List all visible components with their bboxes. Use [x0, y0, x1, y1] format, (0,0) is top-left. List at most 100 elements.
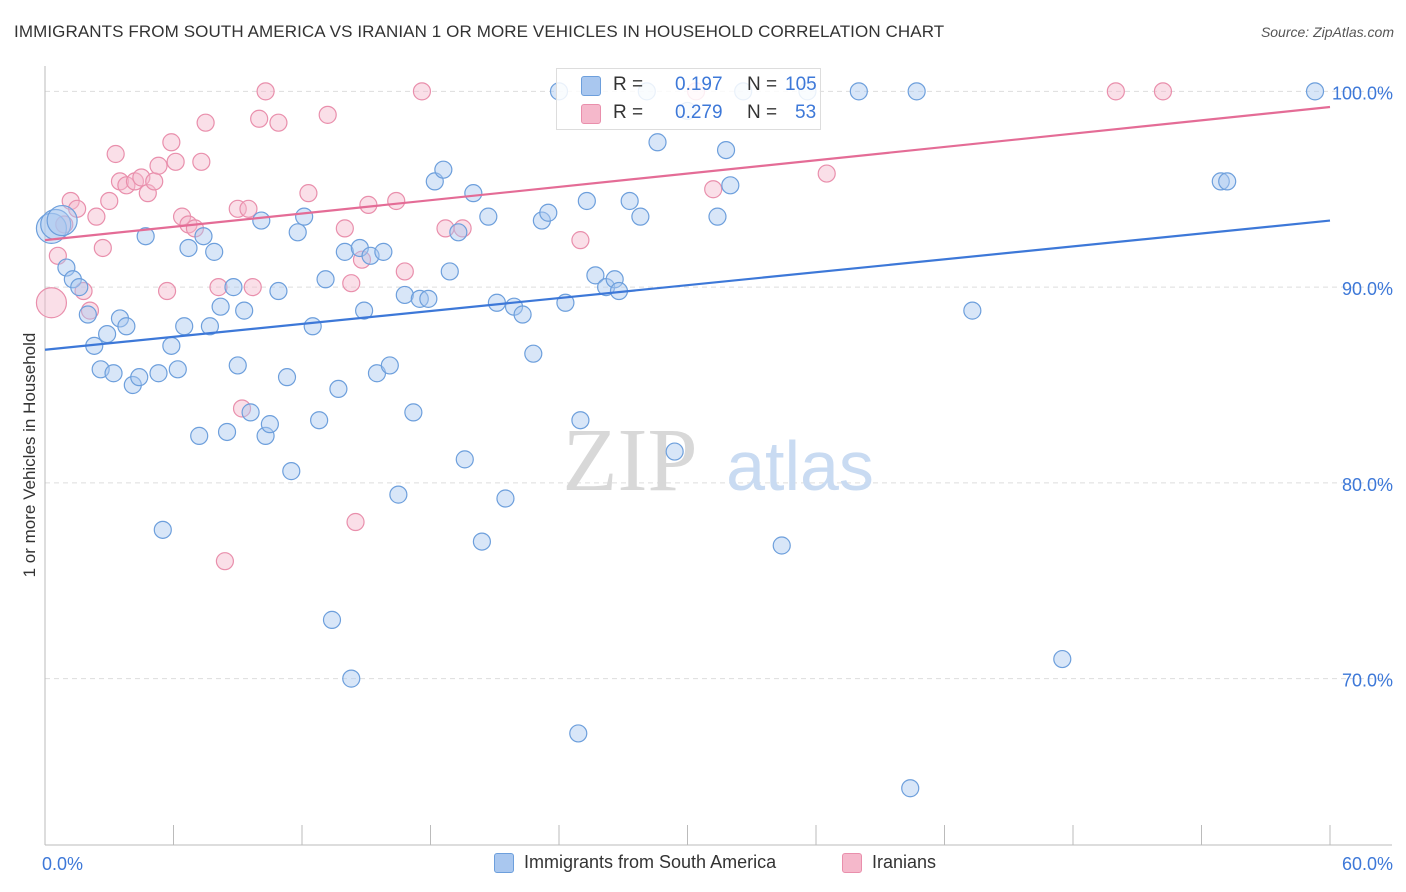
data-point	[434, 160, 453, 179]
trend-lines	[44, 105, 1331, 351]
data-point	[310, 411, 329, 430]
data-point	[395, 262, 414, 281]
data-point	[241, 403, 260, 422]
n-label: N =	[747, 74, 778, 95]
data-point	[104, 364, 123, 383]
data-point	[277, 368, 297, 387]
data-point	[1153, 82, 1173, 101]
series-swatch	[581, 76, 601, 96]
y-axis-label: 1 or more Vehicles in Household	[20, 332, 39, 578]
data-point	[704, 180, 723, 199]
data-point	[149, 156, 168, 175]
r-label: R =	[613, 102, 644, 123]
legend-item-south-america: Immigrants from South America	[494, 852, 776, 873]
data-point	[316, 270, 335, 289]
data-point	[145, 172, 164, 191]
data-point	[130, 368, 149, 387]
n-value: 105	[785, 74, 817, 95]
data-point	[149, 364, 168, 383]
data-point	[419, 289, 438, 308]
data-point	[342, 669, 361, 688]
data-point	[162, 336, 181, 355]
data-point	[329, 379, 348, 399]
data-point	[716, 140, 736, 160]
data-point	[1211, 172, 1230, 191]
data-point	[217, 422, 237, 442]
data-point	[586, 266, 605, 285]
tick-labels: 70.0% 80.0% 90.0% 100.0% 0.0% 60.0%	[42, 83, 1393, 874]
data-point	[190, 426, 209, 445]
legend-swatch	[842, 852, 862, 873]
r-value: 0.279	[675, 102, 723, 123]
data-point	[138, 184, 157, 203]
y-tick-label: 70.0%	[1342, 671, 1393, 691]
data-point	[196, 113, 215, 132]
data-point	[404, 403, 423, 422]
data-point	[179, 238, 198, 258]
data-point	[907, 82, 926, 101]
data-point	[269, 113, 288, 132]
data-point	[464, 184, 483, 203]
data-point	[224, 278, 243, 297]
data-point	[288, 223, 307, 242]
points-iranians	[35, 82, 1173, 571]
data-point	[569, 724, 588, 743]
data-point	[98, 324, 117, 344]
data-point	[479, 207, 498, 226]
data-point	[355, 301, 374, 320]
data-point	[303, 317, 322, 336]
data-point	[256, 426, 275, 445]
data-point	[1218, 172, 1237, 191]
data-point	[387, 191, 406, 211]
data-point	[389, 485, 408, 504]
data-point	[1305, 82, 1325, 101]
data-point	[215, 552, 234, 571]
x-tick-label: 0.0%	[42, 854, 83, 874]
data-point	[55, 215, 74, 234]
data-point	[440, 262, 459, 281]
data-point	[346, 512, 365, 532]
data-point	[175, 317, 194, 336]
data-point	[708, 207, 727, 226]
data-point	[299, 184, 318, 203]
data-point	[342, 274, 361, 293]
data-point	[211, 297, 230, 316]
axes	[44, 66, 1392, 846]
data-point	[35, 287, 68, 319]
data-point	[205, 242, 224, 261]
data-point	[380, 356, 399, 375]
data-point	[106, 144, 125, 164]
trend-line-iranians	[44, 105, 1331, 242]
data-point	[239, 199, 258, 218]
data-point	[295, 207, 314, 226]
data-point	[665, 442, 684, 461]
source-label: Source: ZipAtlas.com	[1260, 24, 1394, 40]
data-point	[395, 285, 414, 305]
data-point	[87, 207, 106, 226]
data-point	[35, 212, 68, 244]
y-tick-label: 90.0%	[1342, 279, 1393, 299]
series-swatch	[581, 104, 601, 124]
data-point	[282, 462, 301, 481]
stats-legend: R = 0.197 N = 105 R = 0.279 N = 53	[556, 68, 821, 130]
data-point	[260, 415, 279, 434]
legend-swatch	[494, 852, 514, 873]
data-point	[93, 238, 112, 258]
legend-item-iranians: Iranians	[842, 852, 936, 873]
watermark-atlas: atlas	[726, 427, 874, 505]
r-label: R =	[613, 74, 644, 95]
data-point	[571, 411, 590, 430]
data-point	[243, 278, 262, 297]
data-point	[513, 305, 532, 324]
data-point	[335, 242, 354, 261]
data-point	[496, 489, 515, 508]
r-value: 0.197	[675, 74, 723, 95]
data-point	[228, 199, 247, 218]
data-point	[157, 281, 177, 301]
data-point	[194, 227, 213, 246]
data-point	[228, 356, 247, 375]
n-label: N =	[747, 102, 778, 123]
data-point	[472, 532, 491, 551]
data-point	[1053, 649, 1072, 669]
